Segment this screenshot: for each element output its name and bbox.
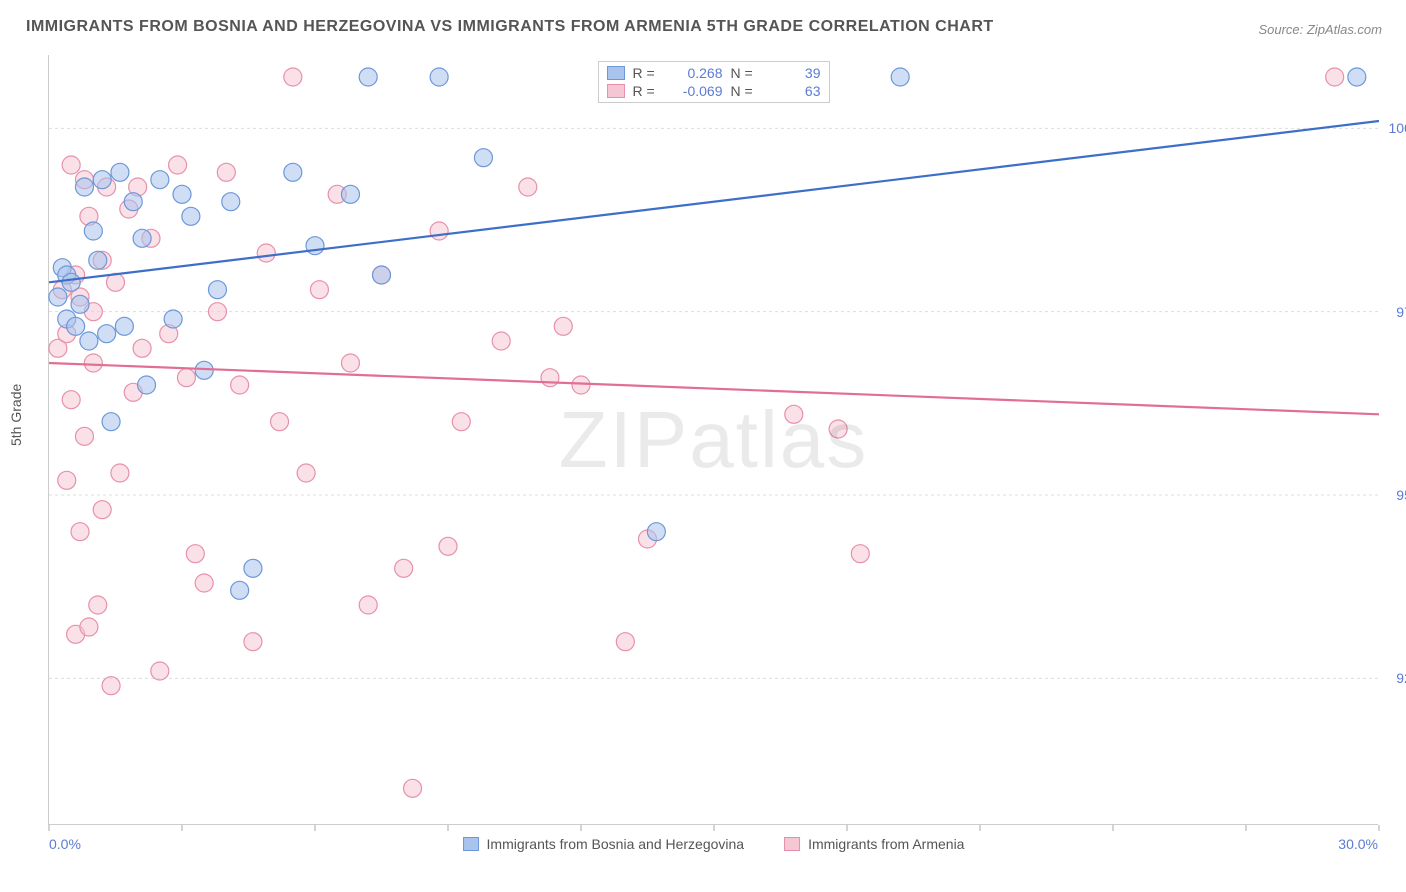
- source-link[interactable]: ZipAtlas.com: [1307, 22, 1382, 37]
- x-axis-max: 30.0%: [1338, 836, 1378, 852]
- legend-swatch-1: [607, 84, 625, 98]
- source-credit: Source: ZipAtlas.com: [1258, 22, 1382, 37]
- legend-label-1: Immigrants from Armenia: [808, 836, 964, 852]
- r-label: R =: [633, 83, 659, 99]
- y-axis-label: 5th Grade: [8, 384, 24, 446]
- r-value-0: 0.268: [667, 65, 723, 81]
- n-value-1: 63: [765, 83, 821, 99]
- plot-area: ZIPatlas R = 0.268 N = 39 R = -0.069 N =…: [48, 55, 1378, 825]
- chart-title: IMMIGRANTS FROM BOSNIA AND HERZEGOVINA V…: [26, 18, 994, 36]
- y-tick-label: 92.5%: [1396, 670, 1406, 686]
- r-value-1: -0.069: [667, 83, 723, 99]
- source-prefix: Source:: [1258, 22, 1306, 37]
- legend-item-1: Immigrants from Armenia: [784, 836, 964, 852]
- legend-swatch-icon: [784, 837, 800, 851]
- n-value-0: 39: [765, 65, 821, 81]
- y-tick-label: 100.0%: [1389, 120, 1406, 136]
- legend-stats: R = 0.268 N = 39 R = -0.069 N = 63: [598, 61, 830, 103]
- n-label: N =: [731, 65, 757, 81]
- legend-label-0: Immigrants from Bosnia and Herzegovina: [487, 836, 745, 852]
- chart-svg: [49, 55, 1378, 824]
- y-tick-label: 95.0%: [1396, 487, 1406, 503]
- legend-series: Immigrants from Bosnia and Herzegovina I…: [463, 836, 965, 852]
- legend-stats-row-1: R = -0.069 N = 63: [607, 82, 821, 100]
- r-label: R =: [633, 65, 659, 81]
- legend-stats-row-0: R = 0.268 N = 39: [607, 64, 821, 82]
- x-axis-min: 0.0%: [49, 836, 81, 852]
- y-tick-label: 97.5%: [1396, 304, 1406, 320]
- legend-item-0: Immigrants from Bosnia and Herzegovina: [463, 836, 745, 852]
- legend-swatch-0: [607, 66, 625, 80]
- legend-swatch-icon: [463, 837, 479, 851]
- n-label: N =: [731, 83, 757, 99]
